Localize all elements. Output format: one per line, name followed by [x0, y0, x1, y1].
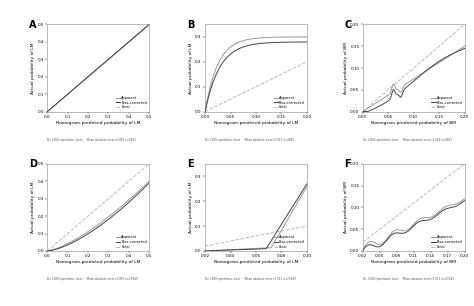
Text: F: F	[345, 159, 351, 170]
Text: B= 1000 repetitions, boot     Mean absolute error=0.011 n=4881: B= 1000 repetitions, boot Mean absolute …	[205, 138, 294, 142]
Y-axis label: Actual probability of LM: Actual probability of LM	[31, 182, 36, 233]
Text: B= 1000 repetitions, boot     Mean absolute error=0.007 n=27449: B= 1000 repetitions, boot Mean absolute …	[47, 277, 138, 281]
Y-axis label: Actual probability of BM: Actual probability of BM	[344, 181, 348, 233]
Text: B: B	[187, 20, 194, 30]
X-axis label: Nomogram-predicted probability of BM: Nomogram-predicted probability of BM	[371, 260, 456, 264]
X-axis label: Nomogram-predicted probability of LM: Nomogram-predicted probability of LM	[56, 260, 140, 264]
Legend: Apparent, Bias-corrected, Ideal: Apparent, Bias-corrected, Ideal	[431, 95, 463, 110]
Y-axis label: Actual probability of LM: Actual probability of LM	[189, 182, 193, 233]
Legend: Apparent, Bias-corrected, Ideal: Apparent, Bias-corrected, Ideal	[273, 235, 305, 249]
Text: B= 1000 repetitions, boot     Mean absolute error=0.003 n=4881: B= 1000 repetitions, boot Mean absolute …	[47, 138, 137, 142]
Y-axis label: Actual probability of LM: Actual probability of LM	[31, 42, 36, 94]
Text: B= 1000 repetitions, boot     Mean absolute error=0.014 n=4881: B= 1000 repetitions, boot Mean absolute …	[363, 138, 452, 142]
Text: B= 1000 repetitions, boot     Mean absolute error=0.013 n=27449: B= 1000 repetitions, boot Mean absolute …	[363, 277, 454, 281]
Text: B= 1000 repetitions, boot     Mean absolute error=0.011 n=27449: B= 1000 repetitions, boot Mean absolute …	[205, 277, 296, 281]
X-axis label: Nomogram-predicted probability of LM: Nomogram-predicted probability of LM	[214, 260, 298, 264]
Legend: Apparent, Bias-corrected, Ideal: Apparent, Bias-corrected, Ideal	[116, 95, 147, 110]
Y-axis label: Actual probability of BM: Actual probability of BM	[344, 42, 348, 94]
X-axis label: Nomogram-predicted probability of BM: Nomogram-predicted probability of BM	[371, 121, 456, 125]
X-axis label: Nomogram-predicted probability of LM: Nomogram-predicted probability of LM	[56, 121, 140, 125]
Legend: Apparent, Bias-corrected, Ideal: Apparent, Bias-corrected, Ideal	[273, 95, 305, 110]
Text: C: C	[345, 20, 352, 30]
Text: A: A	[29, 20, 36, 30]
Legend: Apparent, Bias-corrected, Ideal: Apparent, Bias-corrected, Ideal	[116, 235, 147, 249]
Y-axis label: Actual probability of LM: Actual probability of LM	[189, 42, 193, 94]
Text: E: E	[187, 159, 193, 170]
Text: D: D	[29, 159, 37, 170]
Legend: Apparent, Bias-corrected, Ideal: Apparent, Bias-corrected, Ideal	[431, 235, 463, 249]
X-axis label: Nomogram-predicted probability of LM: Nomogram-predicted probability of LM	[214, 121, 298, 125]
